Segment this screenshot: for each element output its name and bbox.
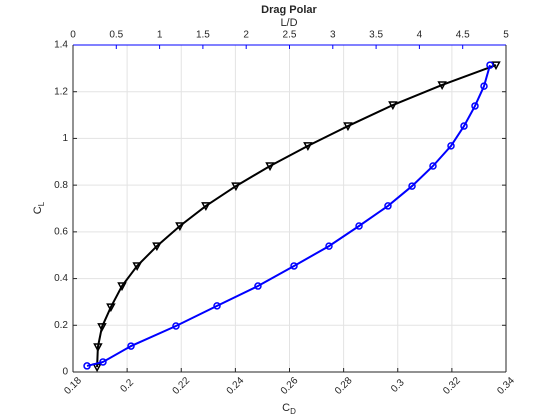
marker [127, 342, 135, 350]
x2-tick-label: 5 [503, 30, 509, 41]
y-tick-label: 1.4 [54, 40, 68, 51]
y-label-main: C [32, 206, 44, 214]
marker [175, 222, 185, 232]
marker [231, 182, 241, 192]
x2-tick-label: 3.5 [369, 30, 383, 41]
x2-tick-label: 3 [330, 30, 336, 41]
y-axis-label: CL [32, 201, 46, 214]
marker [388, 101, 398, 111]
x2-axis-label: L/D [280, 17, 297, 29]
marker [480, 82, 488, 90]
marker [491, 61, 501, 71]
y-tick-label: 0.2 [54, 320, 68, 331]
marker [437, 81, 447, 91]
marker [355, 222, 363, 230]
marker [152, 242, 162, 252]
marker [132, 262, 142, 272]
x2-tick-label: 0 [70, 30, 76, 41]
marker [83, 362, 91, 370]
marker [384, 202, 392, 210]
x-label-sub: D [290, 407, 296, 416]
marker [325, 242, 333, 250]
marker [429, 162, 437, 170]
x2-tick-label: 0.5 [109, 30, 123, 41]
marker [460, 122, 468, 130]
y-tick-label: 1.2 [54, 86, 68, 97]
x2-tick-label: 1.5 [196, 30, 210, 41]
marker [447, 142, 455, 150]
marker [213, 302, 221, 310]
marker [117, 282, 127, 292]
marker [343, 122, 353, 132]
x2-tick-label: 2 [243, 30, 249, 41]
x2-tick-label: 1 [157, 30, 163, 41]
marker [408, 182, 416, 190]
marker [254, 282, 262, 290]
marker [93, 343, 103, 353]
y-tick-label: 0.6 [54, 226, 68, 237]
marker [172, 322, 180, 330]
y-label-sub: L [37, 201, 46, 206]
marker [97, 323, 107, 333]
series-line [86, 64, 491, 367]
marker [265, 162, 275, 172]
x2-tick-label: 4 [417, 30, 423, 41]
marker [486, 61, 494, 69]
chart-title: Drag Polar [261, 4, 317, 16]
marker [106, 303, 116, 313]
y-tick-label: 1 [62, 133, 68, 144]
x-axis-label: CD [282, 402, 296, 416]
x2-tick-label: 4.5 [456, 30, 470, 41]
y-tick-label: 0 [62, 367, 68, 378]
y-tick-label: 0.4 [54, 273, 68, 284]
marker [290, 262, 298, 270]
marker [471, 102, 479, 110]
x-label-main: C [282, 402, 290, 414]
series-line [96, 64, 497, 368]
x2-tick-label: 2.5 [283, 30, 297, 41]
y-tick-label: 0.8 [54, 180, 68, 191]
marker [201, 202, 211, 212]
marker [303, 142, 313, 151]
marker [99, 358, 107, 366]
